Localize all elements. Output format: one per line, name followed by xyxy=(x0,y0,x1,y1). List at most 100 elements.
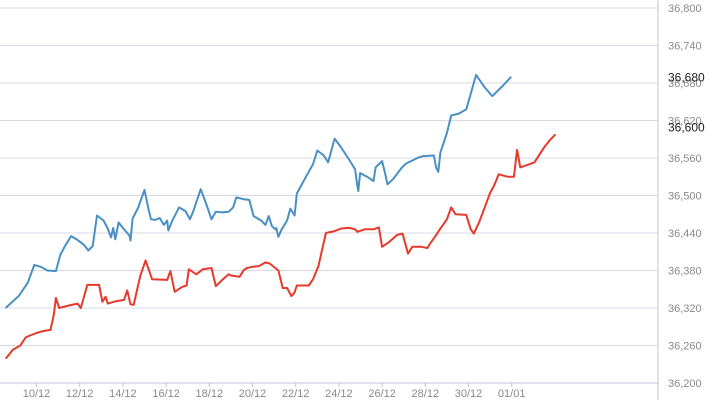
data-point xyxy=(519,166,521,168)
y-tick-label: 36,740 xyxy=(668,41,702,53)
data-point xyxy=(290,295,292,297)
data-point xyxy=(316,149,318,152)
data-point xyxy=(357,190,359,192)
data-point xyxy=(478,221,480,223)
data-point xyxy=(323,154,325,157)
data-point xyxy=(122,227,124,229)
data-point xyxy=(502,84,504,87)
data-point xyxy=(388,241,390,243)
x-tick-label: 12/12 xyxy=(66,388,94,400)
x-tick-label: 14/12 xyxy=(109,388,137,400)
data-point xyxy=(210,267,213,269)
data-point xyxy=(189,218,191,220)
data-point xyxy=(420,246,422,248)
data-point xyxy=(475,74,477,76)
data-point xyxy=(172,219,174,221)
data-point xyxy=(166,279,168,281)
data-point xyxy=(115,300,117,302)
data-point xyxy=(5,357,7,359)
data-point xyxy=(334,230,336,232)
data-point xyxy=(296,193,298,195)
data-point xyxy=(325,232,327,234)
data-point xyxy=(143,189,146,191)
data-point xyxy=(167,229,169,232)
data-point xyxy=(248,199,250,201)
data-point xyxy=(354,168,356,170)
chart-series xyxy=(5,73,556,359)
series-line-2 xyxy=(5,133,556,359)
data-point xyxy=(364,228,366,230)
data-point xyxy=(470,228,472,230)
data-point xyxy=(188,268,190,270)
data-point xyxy=(186,284,188,287)
data-point xyxy=(55,297,57,299)
data-point xyxy=(289,208,291,210)
data-point xyxy=(129,303,132,305)
data-point xyxy=(221,211,223,213)
data-point xyxy=(354,228,356,230)
data-point xyxy=(286,219,288,222)
data-point xyxy=(340,146,342,148)
data-point xyxy=(35,332,38,334)
x-tick-label: 24/12 xyxy=(325,388,353,400)
data-point xyxy=(334,138,336,140)
data-point xyxy=(118,221,120,223)
data-point xyxy=(294,291,296,293)
data-point xyxy=(282,287,284,289)
y-tick-label: 36,680 xyxy=(668,78,702,90)
data-point xyxy=(411,159,413,162)
x-tick-label: 28/12 xyxy=(412,388,440,400)
data-point xyxy=(433,154,435,157)
data-point xyxy=(340,228,342,230)
data-point xyxy=(418,156,420,158)
data-point xyxy=(411,246,413,248)
data-point xyxy=(174,291,176,293)
data-point xyxy=(506,176,508,178)
data-point xyxy=(381,160,383,162)
data-point xyxy=(349,227,351,229)
data-point xyxy=(235,196,237,198)
y-tick-label: 36,440 xyxy=(668,228,702,240)
data-point xyxy=(513,176,515,178)
data-point xyxy=(439,151,441,153)
last-value-label-2: 36,600 xyxy=(668,120,705,134)
data-point xyxy=(215,285,217,287)
data-point xyxy=(473,233,475,235)
data-point xyxy=(277,236,279,238)
data-point xyxy=(271,225,273,227)
data-point xyxy=(137,207,139,209)
last-value-labels: 36,680 36,600 xyxy=(668,70,705,134)
data-point xyxy=(110,236,112,238)
data-point xyxy=(145,259,147,262)
data-point xyxy=(150,218,152,220)
data-point xyxy=(202,268,204,270)
data-point xyxy=(405,163,407,165)
data-point xyxy=(286,287,288,289)
data-point xyxy=(98,284,100,286)
data-point xyxy=(163,224,165,226)
data-point xyxy=(102,219,105,222)
data-point xyxy=(426,247,429,249)
x-tick-label: 20/12 xyxy=(239,388,267,400)
data-point xyxy=(46,269,48,272)
data-point xyxy=(151,278,153,280)
data-point xyxy=(232,206,234,208)
data-point xyxy=(58,307,60,309)
last-value-label-1: 36,680 xyxy=(668,70,705,84)
data-point xyxy=(378,226,380,228)
data-point xyxy=(76,303,79,305)
data-point xyxy=(178,206,180,208)
y-tick-label: 36,800 xyxy=(668,3,702,15)
data-point xyxy=(493,184,495,186)
y-tick-label: 36,320 xyxy=(668,303,702,315)
data-point xyxy=(296,284,298,287)
data-point xyxy=(53,314,55,316)
data-point xyxy=(128,234,130,237)
data-point xyxy=(80,307,82,309)
data-point xyxy=(112,227,114,229)
data-point xyxy=(126,289,128,292)
data-point xyxy=(76,239,79,241)
y-tick-label: 36,560 xyxy=(668,153,702,165)
data-point xyxy=(516,149,518,151)
data-point xyxy=(29,334,31,337)
